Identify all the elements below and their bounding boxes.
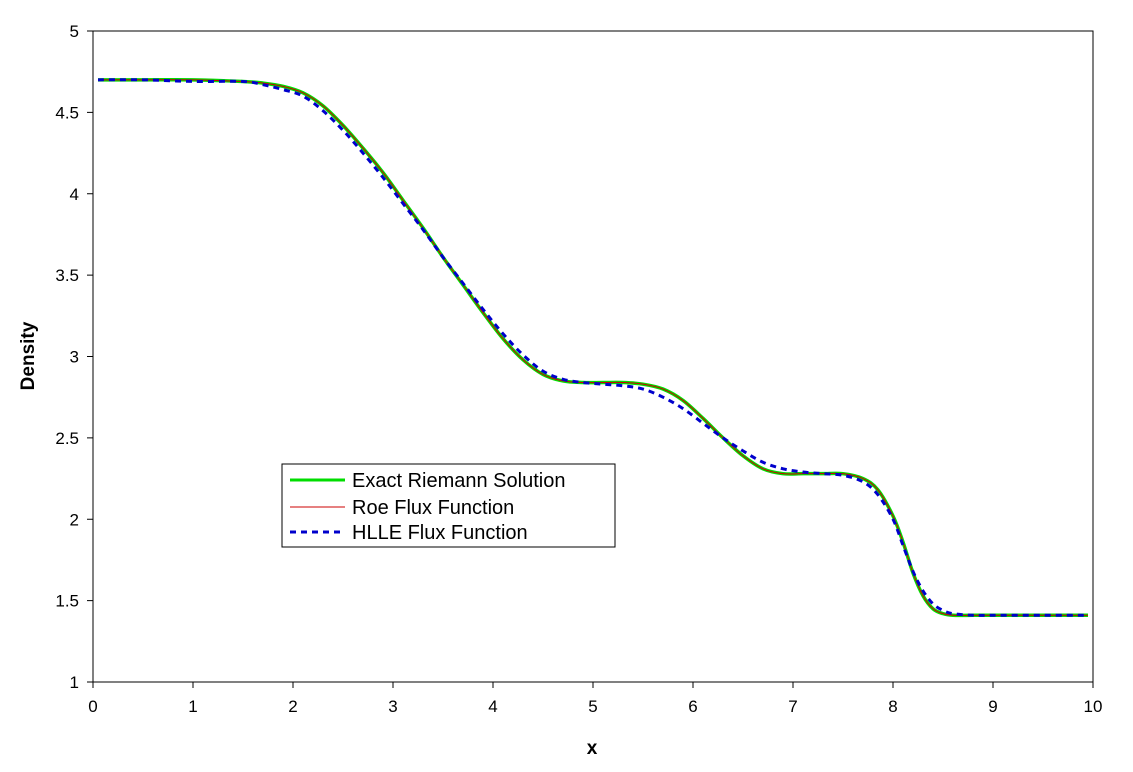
x-tick-label: 3 [388,697,397,716]
plot-lines [97,77,1088,618]
x-axis-title: x [587,738,598,759]
x-tick-label: 0 [88,697,97,716]
y-tick-label: 3.5 [55,266,79,285]
x-axis-ticks: 0 1 2 3 4 5 6 7 8 9 10 [88,682,1102,716]
x-tick-label: 10 [1084,697,1103,716]
x-tick-label: 9 [988,697,997,716]
x-tick-label: 5 [588,697,597,716]
legend-label-exact: Exact Riemann Solution [352,470,565,492]
legend-label-hlle: HLLE Flux Function [352,522,528,544]
x-tick-label: 8 [888,697,897,716]
y-tick-label: 1 [70,673,79,692]
legend-label-roe: Roe Flux Function [352,497,514,519]
y-tick-label: 5 [70,22,79,41]
y-tick-label: 4 [70,185,79,204]
x-tick-label: 2 [288,697,297,716]
y-tick-label: 4.5 [55,103,79,122]
x-tick-label: 7 [788,697,797,716]
y-axis-title: Density [18,321,39,390]
y-tick-label: 2.5 [55,429,79,448]
y-tick-label: 2 [70,510,79,529]
x-tick-label: 1 [188,697,197,716]
y-tick-label: 1.5 [55,592,79,611]
legend: Exact Riemann Solution Roe Flux Function… [281,463,616,548]
x-tick-label: 4 [488,697,497,716]
y-axis-ticks: 1 1.5 2 2.5 3 3.5 4 4.5 5 [55,22,93,692]
series-line-roe [97,79,1088,616]
y-tick-label: 3 [70,348,79,367]
x-tick-label: 6 [688,697,697,716]
series-line-hlle [97,78,1088,617]
